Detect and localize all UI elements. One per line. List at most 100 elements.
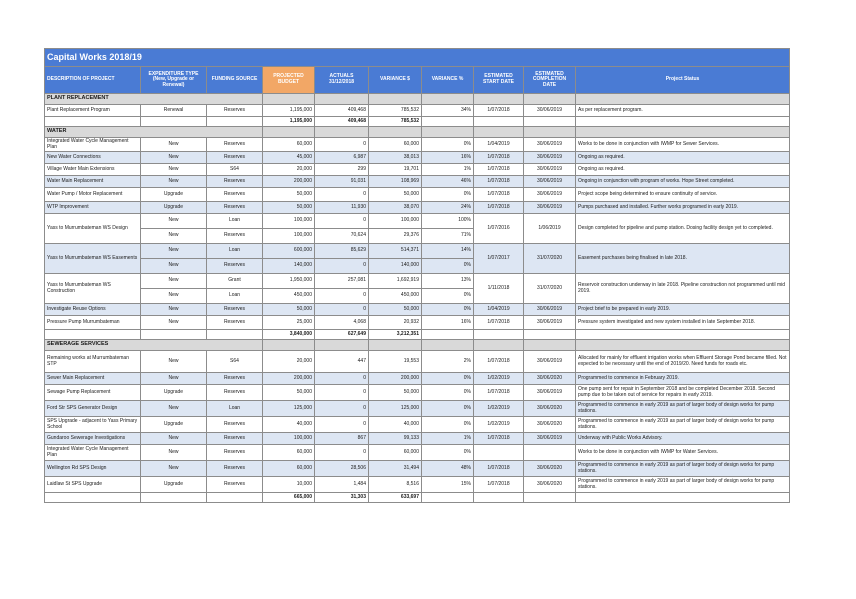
variance-amount: 50,000 <box>368 187 422 202</box>
project-description: Plant Replacement Program <box>44 104 141 117</box>
expenditure-type: New <box>140 315 207 330</box>
header-row: DESCRIPTION OF PROJECT EXPENDITURE TYPE … <box>44 66 791 94</box>
funding-source: S64 <box>206 350 263 373</box>
completion-date: 30/06/2019 <box>523 201 576 214</box>
projected-budget: 20,000 <box>262 350 315 373</box>
table-row: Pressure Pump Murrumbateman New Reserves 25… <box>44 315 791 330</box>
subtotal-variance: 785,532 <box>368 116 422 127</box>
variance-percent: 48% <box>421 460 474 477</box>
variance-percent: 0% <box>421 187 474 202</box>
variance-amount: 785,532 <box>368 104 422 117</box>
project-status: One pump sent for repair in September 20… <box>574 384 791 401</box>
header-description: DESCRIPTION OF PROJECT <box>44 66 141 94</box>
project-status: Programmed to commence in early 2019 as … <box>574 416 791 433</box>
actuals: 0 <box>314 137 369 152</box>
expenditure-type: New <box>140 137 207 152</box>
completion-date: 30/06/2020 <box>523 460 576 477</box>
project-status: Project brief to be prepared in early 20… <box>574 303 791 316</box>
variance-amount: 29,376 <box>368 228 422 244</box>
completion-date <box>523 444 576 461</box>
projected-budget: 140,000 <box>262 258 315 274</box>
table-row: Ford Str SPS Generator Design New Loan 125,… <box>44 400 791 417</box>
expenditure-type: New <box>140 213 207 229</box>
project-status: Underway with Public Works Advisory. <box>574 432 791 445</box>
actuals: 0 <box>314 372 369 385</box>
table-row: Village Water Main Extensions New S64 20,00… <box>44 163 791 176</box>
projected-budget: 60,000 <box>262 460 315 477</box>
funding-source: Reserves <box>206 315 263 330</box>
section-sewerage: SEWERAGE SERVICES <box>44 339 791 351</box>
variance-amount: 140,000 <box>368 258 422 274</box>
section-heading: SEWERAGE SERVICES <box>44 339 263 351</box>
project-description: Integrated Water Cycle Management Plan <box>44 444 141 461</box>
variance-amount: 125,000 <box>368 400 422 417</box>
expenditure-type: Upgrade <box>140 187 207 202</box>
projected-budget: 100,000 <box>262 213 315 229</box>
start-date: 1/07/2018 <box>473 187 524 202</box>
completion-date: 30/06/2020 <box>523 400 576 417</box>
projected-budget: 60,000 <box>262 137 315 152</box>
variance-percent: 0% <box>421 258 474 274</box>
completion-date: 30/06/2019 <box>523 163 576 176</box>
project-status: Project scope being determined to ensure… <box>574 187 791 202</box>
variance-percent: 0% <box>421 303 474 316</box>
funding-source: Reserves <box>206 303 263 316</box>
variance-percent: 16% <box>421 315 474 330</box>
variance-amount: 450,000 <box>368 288 422 304</box>
completion-date: 30/06/2019 <box>523 137 576 152</box>
start-date: 1/07/2018 <box>473 432 524 445</box>
variance-amount: 99,133 <box>368 432 422 445</box>
variance-percent: 0% <box>421 372 474 385</box>
actuals: 0 <box>314 303 369 316</box>
expenditure-type: New <box>140 350 207 373</box>
project-status: Pressure system investigated and new sys… <box>574 315 791 330</box>
projected-budget: 1,195,000 <box>262 104 315 117</box>
expenditure-type: New <box>140 288 207 304</box>
start-date: 1/07/2018 <box>473 315 524 330</box>
project-description: Water Main Replacement <box>44 175 141 188</box>
subtotal-actuals: 627,649 <box>314 329 369 340</box>
start-date: 1/04/2019 <box>473 137 524 152</box>
project-status: Ongoing as required. <box>574 151 791 164</box>
project-description: Integrated Water Cycle Management Plan <box>44 137 141 152</box>
actuals: 70,624 <box>314 228 369 244</box>
actuals: 1,484 <box>314 476 369 493</box>
project-status: As per replacement program. <box>574 104 791 117</box>
table-row: Remaining works at Murrumbateman STP New S… <box>44 350 791 373</box>
subtotal-actuals: 31,303 <box>314 492 369 503</box>
expenditure-type: Upgrade <box>140 384 207 401</box>
completion-date: 31/07/2020 <box>523 273 576 304</box>
project-description: Sewer Main Replacement <box>44 372 141 385</box>
variance-amount: 38,070 <box>368 201 422 214</box>
variance-percent: 0% <box>421 288 474 304</box>
funding-source: Reserves <box>206 175 263 188</box>
table-row: Plant Replacement Program Renewal Reserv… <box>44 104 791 117</box>
projected-budget: 200,000 <box>262 372 315 385</box>
table-row: WTP Improvement Upgrade Reserves 50,000 11,9… <box>44 201 791 214</box>
variance-percent: 2% <box>421 350 474 373</box>
projected-budget: 100,000 <box>262 432 315 445</box>
variance-amount: 8,516 <box>368 476 422 493</box>
project-description: Sewage Pump Replacement <box>44 384 141 401</box>
completion-date: 30/06/2019 <box>523 384 576 401</box>
funding-source: Reserves <box>206 201 263 214</box>
projected-budget: 1,950,000 <box>262 273 315 289</box>
variance-percent: 15% <box>421 476 474 493</box>
project-description: Remaining works at Murrumbateman STP <box>44 350 141 373</box>
funding-source: Grant <box>206 273 263 289</box>
completion-date: 30/06/2019 <box>523 151 576 164</box>
project-description: New Water Connections <box>44 151 141 164</box>
completion-date: 30/06/2019 <box>523 187 576 202</box>
funding-source: Reserves <box>206 137 263 152</box>
completion-date: 30/06/2019 <box>523 104 576 117</box>
project-status: Works to be done in conjunction with IWM… <box>574 444 791 461</box>
start-date: 1/07/2018 <box>473 476 524 493</box>
funding-source: Reserves <box>206 258 263 274</box>
actuals: 447 <box>314 350 369 373</box>
start-date: 1/02/2019 <box>473 416 524 433</box>
variance-percent: 0% <box>421 400 474 417</box>
table-row: Water Main Replacement New Reserves 200,000… <box>44 175 791 188</box>
variance-amount: 60,000 <box>368 137 422 152</box>
expenditure-type: New <box>140 460 207 477</box>
table-row: Integrated Water Cycle Management Plan Ne… <box>44 137 791 152</box>
